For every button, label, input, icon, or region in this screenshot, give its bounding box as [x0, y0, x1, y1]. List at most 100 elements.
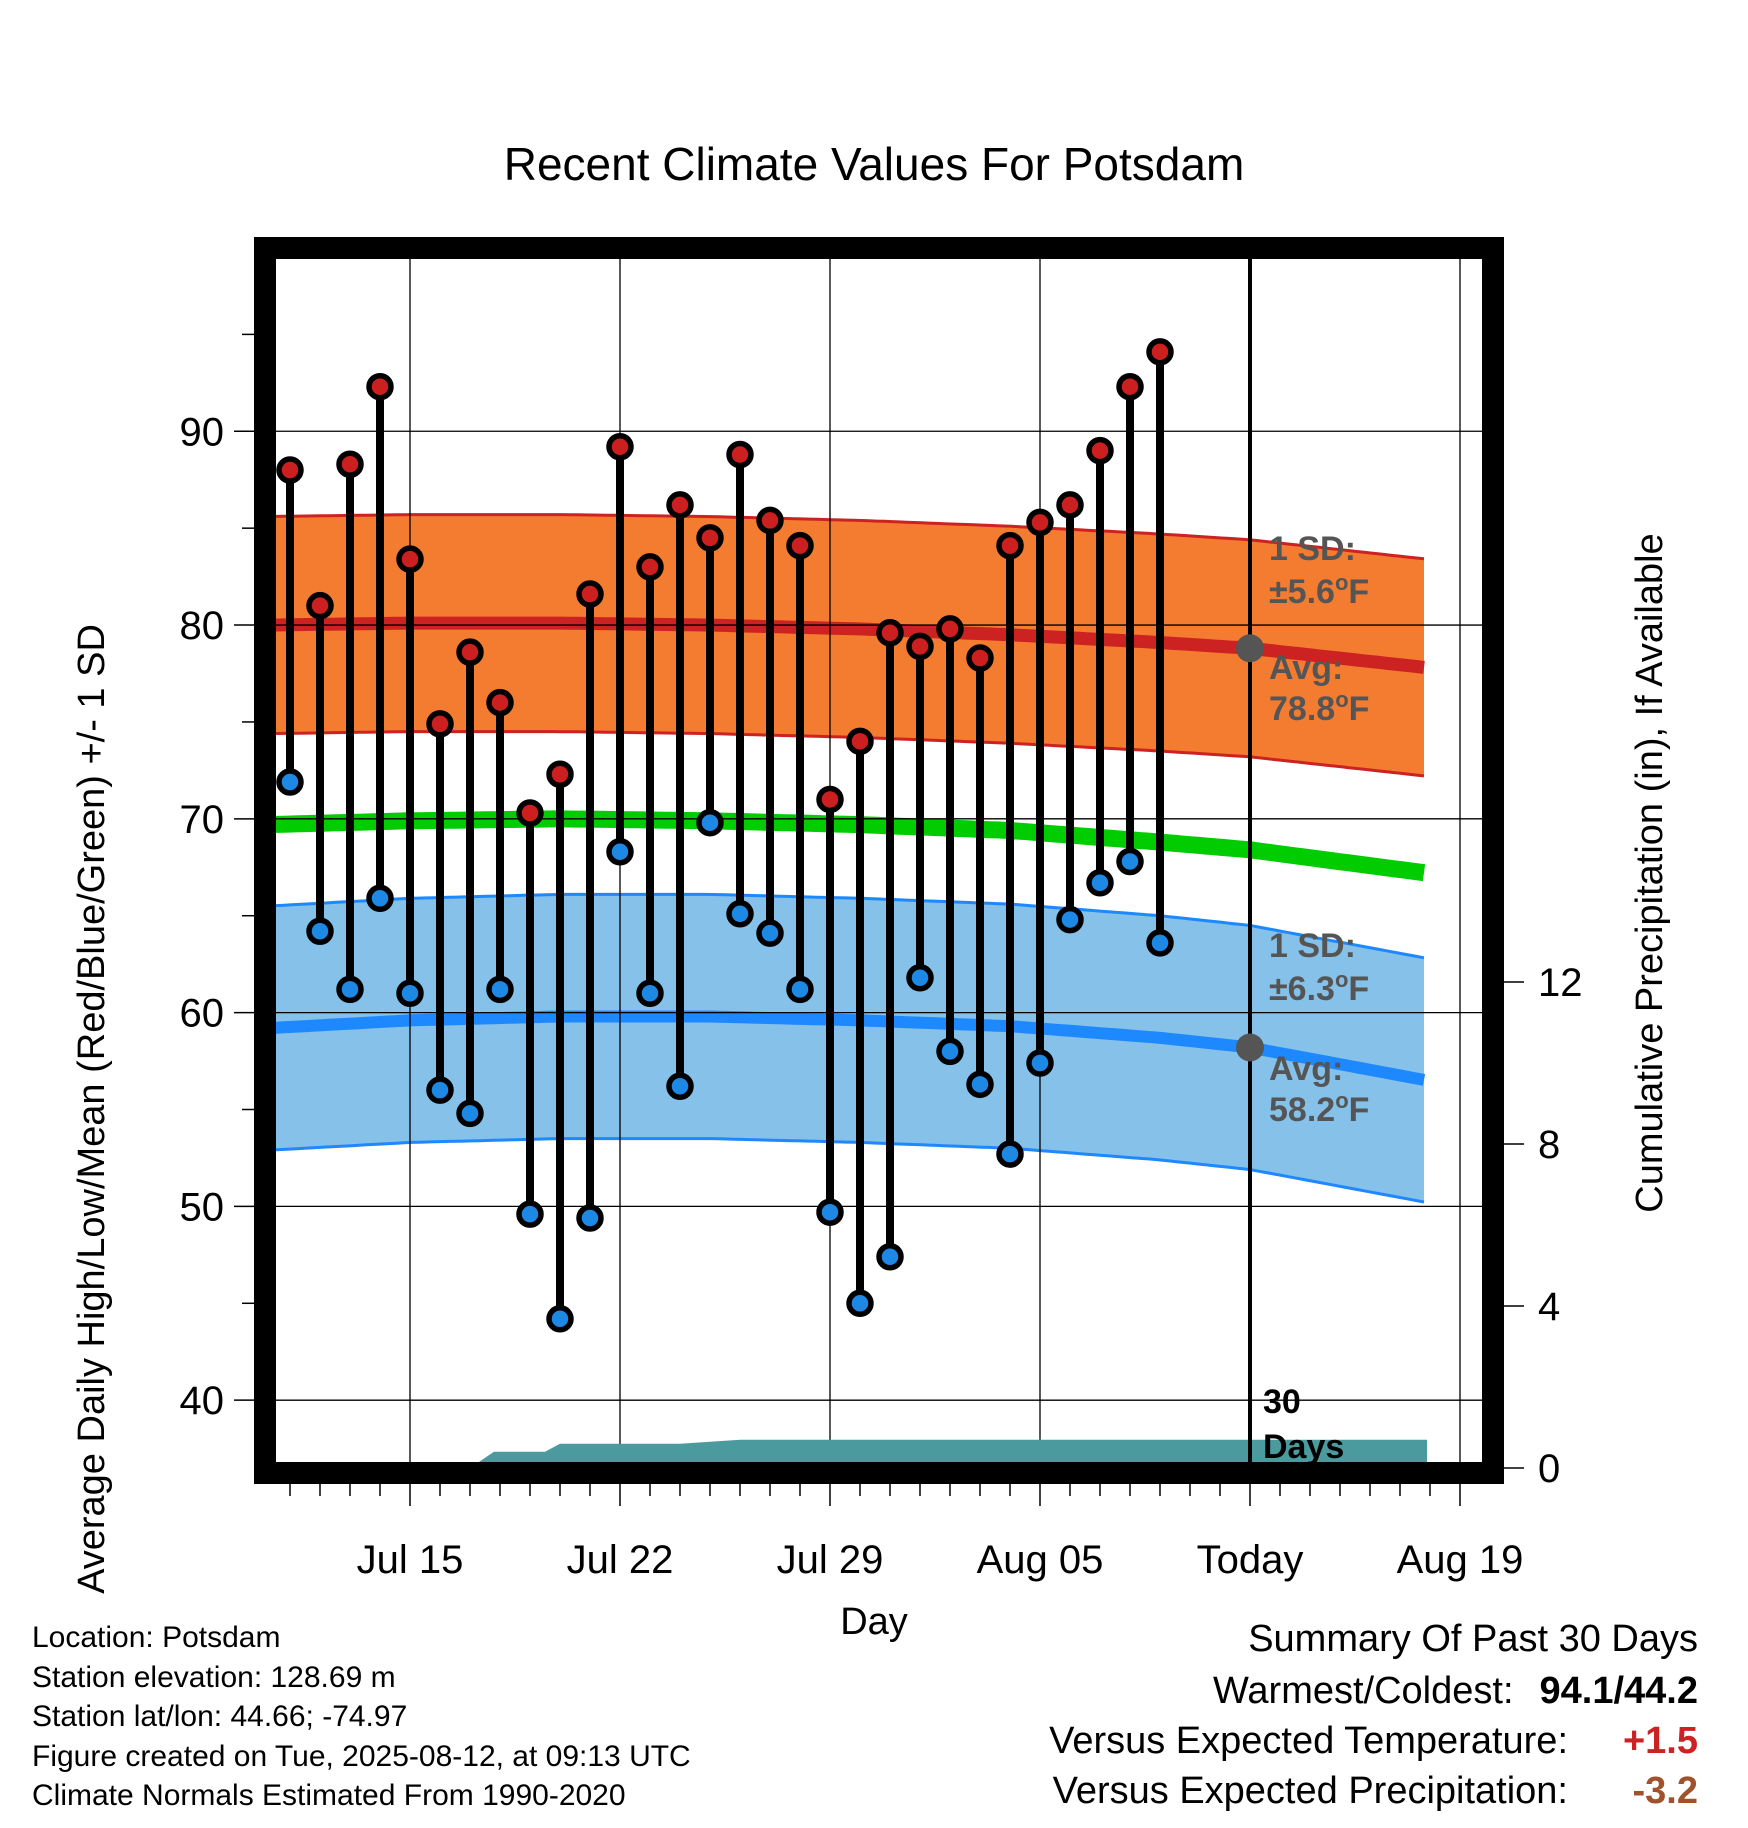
low-point-Jul 31	[816, 1198, 844, 1226]
avg-high-line	[268, 616, 1425, 674]
high-point-Jul 26	[666, 491, 694, 519]
x-tick-label-Jul 15: Jul 15	[357, 1538, 464, 1582]
station-info: Location: Potsdam Station elevation: 128…	[32, 1618, 852, 1816]
high-point-Aug 01	[846, 727, 874, 756]
high-point-Aug 09	[1086, 436, 1114, 465]
today-avg-high-marker	[1236, 634, 1264, 663]
low-point-Aug 07	[1026, 1049, 1054, 1077]
low-point-Aug 09	[1086, 869, 1114, 897]
low-point-Aug 10	[1116, 847, 1144, 876]
station-latlon: Station lat/lon: 44.66; -74.97	[32, 1700, 408, 1733]
avg-low-line	[268, 1010, 1426, 1086]
low-point-Jul 18	[426, 1076, 454, 1104]
low-point-Jul 19	[456, 1099, 484, 1128]
y-tick-label-60: 60	[180, 992, 225, 1036]
station-location: Location: Potsdam	[32, 1621, 281, 1654]
y2-axis-title: Cumulative Precipitation (in), If Availa…	[1629, 533, 1671, 1212]
high-point-Aug 03	[906, 632, 934, 661]
high-point-Jul 25	[636, 553, 664, 581]
high-point-Jul 16	[366, 372, 394, 401]
warmest-coldest-label: Warmest/Coldest:	[1212, 1670, 1514, 1712]
high-point-Aug 10	[1116, 372, 1144, 401]
high-point-Jul 19	[456, 638, 484, 666]
today-avg-low-marker	[1236, 1033, 1264, 1062]
plot-frame	[254, 237, 1504, 1484]
low-point-Jul 30	[786, 975, 814, 1004]
summary-temperature: Versus Expected Temperature: +1.5	[878, 1720, 1698, 1770]
high-point-Jul 15	[336, 450, 364, 478]
high-point-Jul 23	[576, 580, 604, 608]
x-tick-label-Jul 29: Jul 29	[777, 1538, 884, 1582]
y-tick-label-70: 70	[180, 798, 225, 842]
summary-panel: Summary Of Past 30 Days Warmest/Coldest:…	[878, 1618, 1698, 1820]
high-point-Aug 07	[1026, 508, 1054, 537]
high-point-Aug 08	[1056, 491, 1084, 519]
low-point-Aug 03	[906, 963, 934, 992]
x-axis-title: Day	[840, 1601, 908, 1643]
high-point-Jul 27	[696, 524, 724, 552]
precip-departure-label: Versus Expected Precipitation:	[1052, 1770, 1568, 1812]
high-avg-label: Avg:	[1269, 649, 1343, 687]
low-point-Aug 08	[1056, 905, 1084, 934]
low-point-Jul 22	[546, 1305, 574, 1333]
low-sd-upper-edge	[268, 892, 1425, 960]
high-sd-label: 1 SD:	[1269, 530, 1356, 568]
y2-tick-label-0: 0	[1538, 1447, 1560, 1491]
low-point-Aug 04	[936, 1037, 964, 1066]
low-point-Aug 01	[846, 1289, 874, 1318]
y-tick-label-50: 50	[180, 1185, 225, 1229]
low-point-Jul 28	[726, 900, 754, 928]
low-avg-label: Avg:	[1269, 1050, 1343, 1088]
high-point-Jul 31	[816, 785, 844, 814]
y2-tick-label-12: 12	[1538, 961, 1583, 1005]
high-point-Jul 21	[516, 799, 544, 827]
high-point-Jul 17	[396, 545, 424, 573]
low-point-Jul 24	[606, 838, 634, 866]
low-point-Jul 25	[636, 979, 664, 1007]
high-sd-lower-edge	[268, 730, 1425, 778]
low-point-Jul 20	[486, 975, 514, 1004]
high-point-Jul 24	[606, 433, 634, 461]
y-tick-label-40: 40	[180, 1379, 225, 1423]
high-point-Aug 11	[1146, 338, 1174, 366]
summary-precipitation: Versus Expected Precipitation: -3.2	[878, 1770, 1698, 1820]
low-point-Jul 17	[396, 979, 424, 1007]
climate-normals-note: Climate Normals Estimated From 1990-2020	[32, 1779, 626, 1812]
low-point-Jul 21	[516, 1200, 544, 1228]
high-sd-band	[269, 514, 1424, 776]
high-point-Aug 06	[996, 531, 1024, 560]
low-point-Jul 13	[276, 768, 304, 796]
high-point-Jul 18	[426, 710, 454, 738]
avg-mean-line	[268, 810, 1426, 882]
temp-departure-value: +1.5	[1622, 1720, 1698, 1762]
precip-area	[269, 1439, 1427, 1468]
chart-title: Recent Climate Values For Potsdam	[504, 138, 1245, 190]
warmest-coldest-value: 94.1/44.2	[1539, 1670, 1698, 1712]
high-point-Aug 05	[966, 644, 994, 672]
high-avg-value: 78.8oF	[1269, 687, 1369, 728]
x-tick-label-Aug 19: Aug 19	[1397, 1538, 1524, 1582]
low-point-Jul 29	[756, 919, 784, 947]
low-sd-value: ±6.3oF	[1269, 967, 1369, 1008]
low-point-Jul 16	[366, 884, 394, 913]
y-tick-label-80: 80	[180, 604, 225, 648]
y-tick-label-90: 90	[180, 410, 225, 454]
precip-departure-value: -3.2	[1632, 1770, 1698, 1812]
low-point-Jul 23	[576, 1204, 604, 1232]
low-sd-label: 1 SD:	[1269, 927, 1356, 965]
low-point-Jul 15	[336, 975, 364, 1004]
high-point-Jul 14	[306, 591, 334, 620]
high-point-Jul 20	[486, 688, 514, 717]
window-days-number: 30	[1263, 1383, 1301, 1421]
high-sd-upper-edge	[268, 513, 1425, 561]
low-point-Jul 26	[666, 1072, 694, 1101]
window-days-label: Days	[1263, 1428, 1344, 1466]
low-point-Aug 02	[876, 1243, 904, 1271]
low-point-Aug 06	[996, 1140, 1024, 1168]
high-point-Jul 29	[756, 506, 784, 535]
low-point-Aug 05	[966, 1070, 994, 1099]
high-point-Aug 04	[936, 615, 964, 643]
low-point-Jul 14	[306, 917, 334, 945]
x-tick-label-Jul 22: Jul 22	[567, 1538, 674, 1582]
